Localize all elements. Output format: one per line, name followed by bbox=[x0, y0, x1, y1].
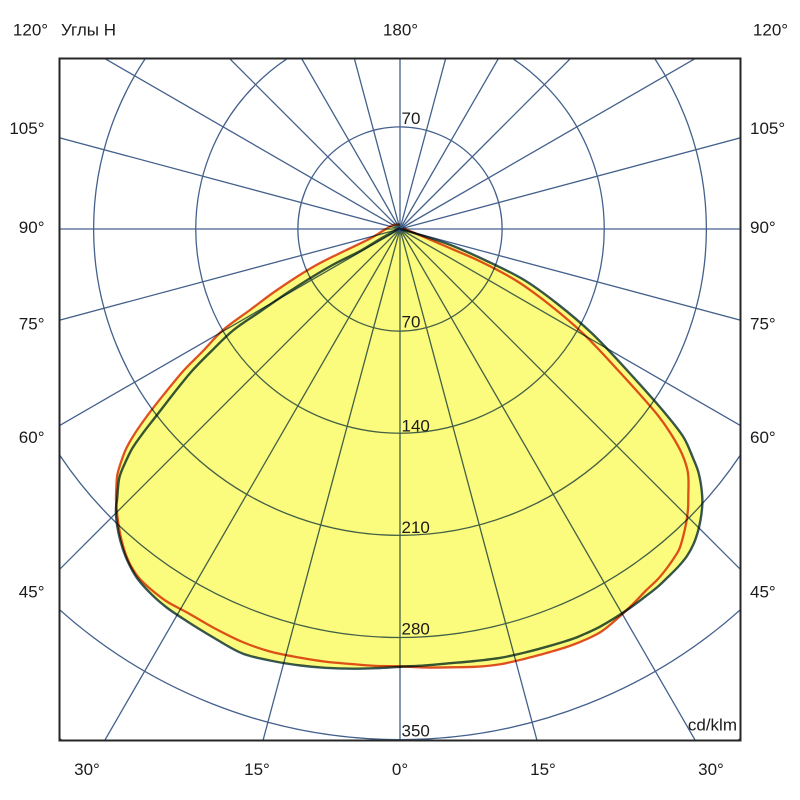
svg-text:Углы H: Углы H bbox=[61, 21, 116, 40]
svg-text:75°: 75° bbox=[750, 315, 776, 334]
svg-text:210: 210 bbox=[402, 518, 430, 537]
svg-text:140: 140 bbox=[402, 417, 430, 436]
svg-text:45°: 45° bbox=[19, 583, 45, 602]
svg-text:90°: 90° bbox=[19, 218, 45, 237]
svg-text:30°: 30° bbox=[698, 760, 724, 779]
svg-text:105°: 105° bbox=[9, 119, 44, 138]
svg-text:60°: 60° bbox=[19, 428, 45, 447]
svg-text:75°: 75° bbox=[19, 315, 45, 334]
svg-text:120°: 120° bbox=[13, 21, 48, 40]
svg-text:180°: 180° bbox=[383, 21, 418, 40]
svg-text:70: 70 bbox=[402, 109, 421, 128]
svg-text:0°: 0° bbox=[392, 760, 408, 779]
svg-text:cd/klm: cd/klm bbox=[688, 716, 737, 735]
svg-text:280: 280 bbox=[402, 620, 430, 639]
svg-text:90°: 90° bbox=[750, 218, 776, 237]
svg-text:120°: 120° bbox=[753, 21, 788, 40]
svg-text:105°: 105° bbox=[750, 119, 785, 138]
svg-text:15°: 15° bbox=[530, 760, 556, 779]
svg-text:350: 350 bbox=[402, 721, 430, 740]
svg-text:60°: 60° bbox=[750, 428, 776, 447]
svg-text:30°: 30° bbox=[74, 760, 100, 779]
svg-text:45°: 45° bbox=[750, 583, 776, 602]
svg-text:15°: 15° bbox=[244, 760, 270, 779]
svg-text:70: 70 bbox=[402, 313, 421, 332]
